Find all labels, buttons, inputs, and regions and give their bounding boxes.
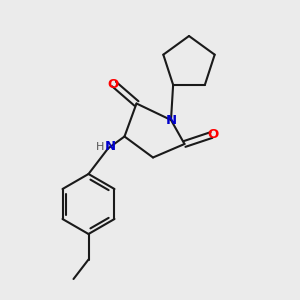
Text: N: N <box>165 113 177 127</box>
Text: O: O <box>207 128 219 142</box>
Text: H: H <box>96 142 104 152</box>
Text: O: O <box>107 77 118 91</box>
Text: N: N <box>105 140 116 154</box>
